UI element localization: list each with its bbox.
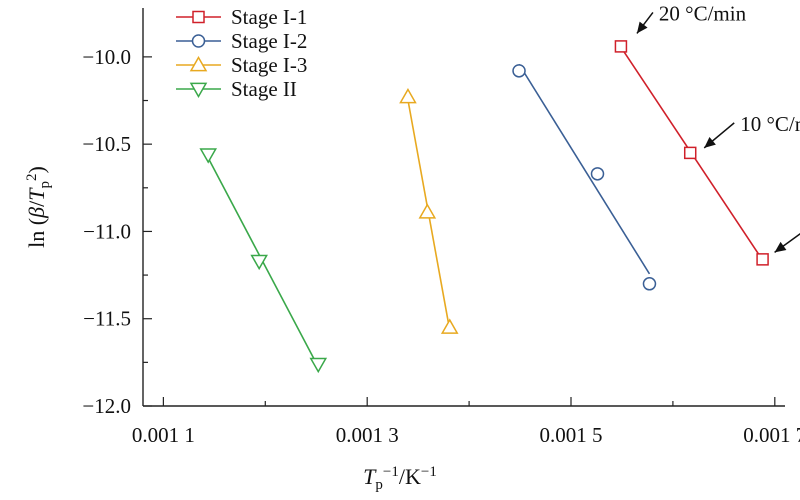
annotation-label: 10 °C/min bbox=[740, 112, 800, 136]
axis-titles: Tp−1/K−1 ln (β/Tp2) bbox=[24, 166, 437, 493]
data-point bbox=[199, 148, 218, 164]
legend-marker bbox=[191, 34, 206, 48]
legend-marker bbox=[189, 55, 208, 72]
legend-entry: Stage I-1 bbox=[176, 5, 307, 29]
annotation-arrowhead bbox=[704, 137, 716, 148]
series-2 bbox=[512, 63, 657, 291]
data-point bbox=[512, 64, 526, 78]
legend-marker bbox=[189, 82, 208, 99]
data-point bbox=[399, 88, 417, 104]
x-tick-label: 0.001 5 bbox=[540, 423, 603, 447]
annotations: 20 °C/min 10 °C/min 5 °C/min bbox=[636, 1, 800, 253]
data-point bbox=[642, 277, 657, 291]
x-axis-title: Tp−1/K−1 bbox=[363, 464, 437, 493]
axes: −10.0 −10.5 −11.0 −11.5 −12.00.001 1 0.001 3 0… bbox=[82, 8, 800, 447]
legend-label: Stage I-3 bbox=[231, 53, 307, 77]
legend-label: Stage I-2 bbox=[231, 29, 307, 53]
legend-marker bbox=[192, 10, 205, 24]
x-tick-label: 0.001 3 bbox=[336, 423, 399, 447]
series-1 bbox=[614, 40, 769, 266]
data-point bbox=[683, 146, 697, 160]
x-tick-label: 0.001 7 bbox=[743, 423, 800, 447]
y-tick-label: −11.5 bbox=[83, 307, 131, 331]
data-point bbox=[309, 357, 328, 374]
annotation-arrowhead bbox=[636, 21, 648, 34]
annotation-label: 20 °C/min bbox=[659, 1, 747, 25]
fit-line bbox=[518, 63, 651, 275]
y-tick-label: −11.0 bbox=[83, 219, 131, 243]
data-point bbox=[590, 167, 605, 181]
annotation-arrowhead bbox=[774, 241, 787, 253]
data-point bbox=[418, 203, 437, 219]
annotation: 20 °C/min bbox=[636, 1, 747, 34]
x-tick-label: 0.001 1 bbox=[132, 423, 195, 447]
series-3 bbox=[399, 88, 459, 334]
y-tick-label: −10.5 bbox=[82, 132, 131, 156]
series-4 bbox=[199, 148, 328, 374]
data-point bbox=[250, 254, 268, 271]
data-point bbox=[440, 318, 459, 334]
data-point bbox=[756, 253, 769, 266]
annotation: 5 °C/min bbox=[774, 233, 800, 253]
legend-entry: Stage I-2 bbox=[176, 29, 307, 53]
y-tick-label: −10.0 bbox=[82, 45, 131, 69]
annotation: 10 °C/min bbox=[703, 112, 800, 149]
legend-label: Stage II bbox=[231, 77, 297, 101]
legend-label: Stage I-1 bbox=[231, 5, 307, 29]
y-tick-label: −12.0 bbox=[82, 394, 131, 418]
series-layer bbox=[199, 40, 769, 374]
y-axis-title: ln (β/Tp2) bbox=[24, 166, 53, 248]
data-point bbox=[614, 40, 628, 53]
legend-entry: Stage II bbox=[176, 77, 297, 101]
legend-entry: Stage I-3 bbox=[176, 53, 307, 77]
